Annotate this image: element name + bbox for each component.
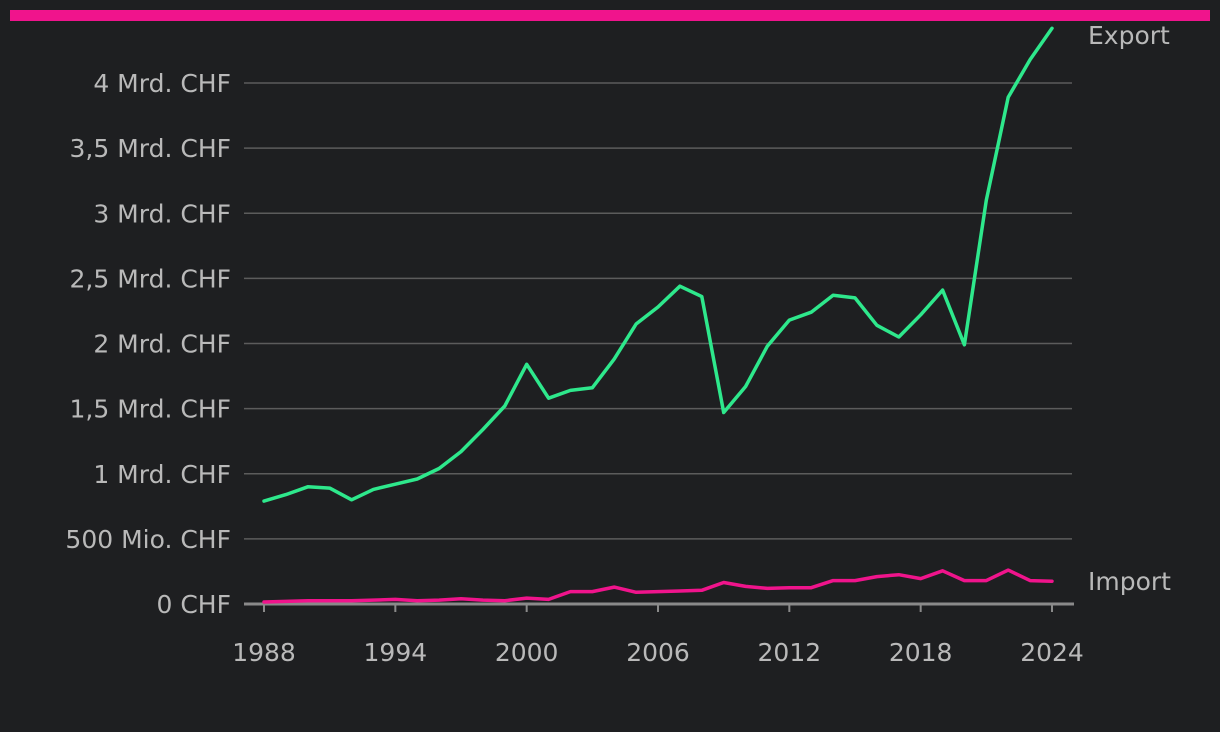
y-tick-label: 2 Mrd. CHF (93, 330, 231, 359)
accent-bar (10, 10, 1210, 21)
y-tick-label: 3 Mrd. CHF (93, 199, 231, 228)
y-tick-label: 1 Mrd. CHF (93, 460, 231, 489)
accent-bar-fill (10, 10, 1210, 21)
series-line-export (262, 26, 1054, 503)
x-tick-label: 2012 (758, 638, 822, 667)
y-tick-label: 4 Mrd. CHF (93, 69, 231, 98)
x-tick-label: 2006 (626, 638, 690, 667)
y-axis-labels: 0 CHF 500 Mio. CHF 1 Mrd. CHF 1,5 Mrd. CHF 2… (65, 69, 231, 619)
series-label-import: Import (1088, 567, 1171, 596)
gridlines (244, 82, 1072, 540)
series-label-export: Export (1088, 21, 1170, 50)
y-tick-label: 3,5 Mrd. CHF (69, 134, 231, 163)
x-tick-label: 2000 (495, 638, 559, 667)
y-tick-label: 2,5 Mrd. CHF (69, 264, 231, 293)
x-tick-label: 2024 (1020, 638, 1084, 667)
x-tick-label: 1994 (364, 638, 428, 667)
series-lines (262, 26, 1054, 604)
y-tick-label: 0 CHF (157, 590, 232, 619)
x-tick-label: 1988 (232, 638, 296, 667)
x-axis: 1988 1994 2000 2006 2012 2018 2024 (232, 602, 1084, 667)
series-line-import (262, 568, 1054, 604)
y-tick-label: 1,5 Mrd. CHF (69, 395, 231, 424)
y-tick-label: 500 Mio. CHF (65, 525, 231, 554)
series-labels: Export Import (1088, 21, 1171, 596)
x-tick-label: 2018 (889, 638, 953, 667)
